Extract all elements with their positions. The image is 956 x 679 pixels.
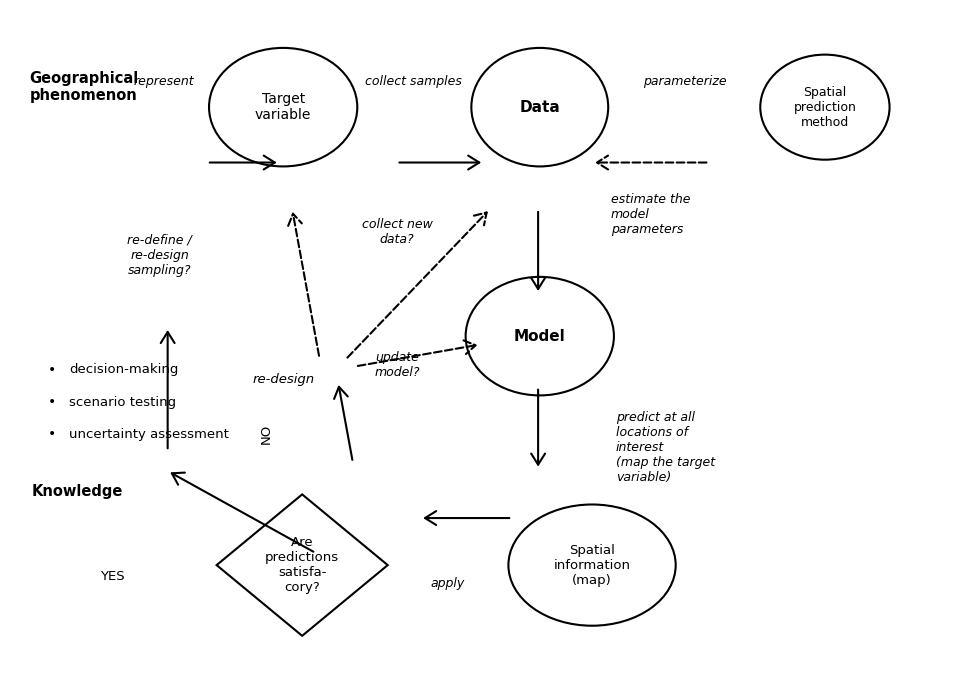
Text: update
model?: update model?	[375, 351, 420, 379]
Text: Data: Data	[519, 100, 560, 115]
Text: apply: apply	[430, 576, 465, 589]
Text: estimate the
model
parameters: estimate the model parameters	[611, 194, 690, 236]
Text: Knowledge: Knowledge	[32, 483, 122, 498]
Text: uncertainty assessment: uncertainty assessment	[69, 428, 229, 441]
Text: Geographical
phenomenon: Geographical phenomenon	[30, 71, 139, 103]
Text: •: •	[48, 363, 56, 377]
Text: scenario testing: scenario testing	[69, 396, 177, 409]
Text: Are
predictions
satisfa-
cory?: Are predictions satisfa- cory?	[265, 536, 339, 594]
Text: Spatial
prediction
method: Spatial prediction method	[793, 86, 857, 128]
Text: re-design: re-design	[252, 373, 315, 386]
Text: YES: YES	[99, 570, 124, 583]
Text: collect new
data?: collect new data?	[361, 218, 433, 246]
Text: Model: Model	[514, 329, 566, 344]
Text: Spatial
information
(map): Spatial information (map)	[554, 544, 631, 587]
Text: •: •	[48, 395, 56, 409]
Text: parameterize: parameterize	[643, 75, 727, 88]
Text: collect samples: collect samples	[365, 75, 462, 88]
Text: NO: NO	[259, 424, 272, 444]
Text: represent: represent	[134, 75, 195, 88]
Text: Target
variable: Target variable	[255, 92, 312, 122]
Text: predict at all
locations of
interest
(map the target
variable): predict at all locations of interest (ma…	[616, 411, 715, 483]
Text: re-define /
re-design
sampling?: re-define / re-design sampling?	[127, 234, 192, 277]
Text: •: •	[48, 428, 56, 441]
Text: decision-making: decision-making	[69, 363, 179, 376]
